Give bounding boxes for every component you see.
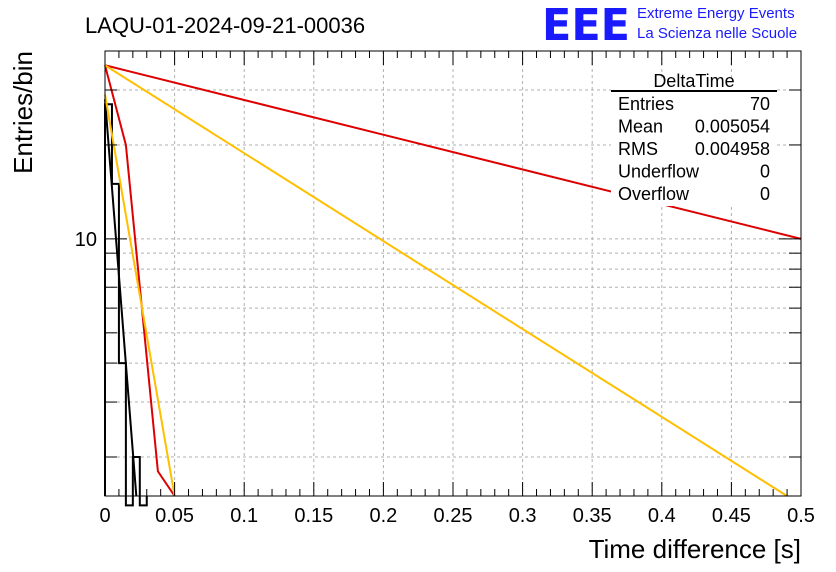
stats-row-label: Mean <box>618 117 663 137</box>
x-axis-label: Time difference [s] <box>589 534 801 564</box>
stats-row-value: 0 <box>760 184 770 204</box>
x-tick-label: 0.5 <box>787 505 815 527</box>
fit-lines <box>104 64 802 497</box>
stats-row-value: 0.005054 <box>695 117 770 137</box>
stats-box: DeltaTime Entries 70 Mean 0.005054 RMS 0.0049… <box>611 71 777 206</box>
series-line-4 <box>104 64 802 240</box>
eee-logo-line1: Extreme Energy Events <box>637 5 795 22</box>
stats-box-title: DeltaTime <box>653 71 734 91</box>
x-tick-label: 0.25 <box>434 505 473 527</box>
stats-row-value: 70 <box>750 94 770 114</box>
x-tick-label: 0.15 <box>294 505 333 527</box>
stats-row-value: 0.004958 <box>695 139 770 159</box>
stats-box-background <box>611 78 777 206</box>
stats-row-label: Overflow <box>618 184 690 204</box>
x-tick-label: 0.1 <box>230 505 258 527</box>
series-line-5 <box>104 64 788 497</box>
x-tick-label: 0.3 <box>509 505 537 527</box>
series-line-3 <box>104 94 176 497</box>
y-tick-label: 10 <box>75 229 97 251</box>
stats-row-label: Entries <box>618 94 674 114</box>
histogram <box>104 103 148 507</box>
y-axis-label: Entries/bin <box>8 51 38 174</box>
stats-row-label: Underflow <box>618 162 700 182</box>
series-line-1 <box>104 99 138 497</box>
chart-title: LAQU-01-2024-09-21-00036 <box>85 13 365 38</box>
x-tick-label: 0.05 <box>155 505 194 527</box>
eee-logo-line2: La Scienza nelle Scuole <box>637 25 797 42</box>
eee-logo-letters: EEE <box>542 0 630 51</box>
eee-logo: EEE Extreme Energy Events La Scienza nel… <box>542 0 797 51</box>
x-tick-label: 0.4 <box>648 505 676 527</box>
stats-row-label: RMS <box>618 139 658 159</box>
histogram-bars <box>104 103 148 507</box>
stats-row-value: 0 <box>760 162 770 182</box>
x-tick-label: 0.35 <box>573 505 612 527</box>
x-tick-label: 0.45 <box>712 505 751 527</box>
axes: 0 0.05 0.1 0.15 0.2 0.25 0.3 0.35 0.4 0.45 0.5 10 <box>75 51 815 527</box>
x-tick-label: 0.2 <box>369 505 397 527</box>
x-tick-label: 0 <box>99 505 110 527</box>
